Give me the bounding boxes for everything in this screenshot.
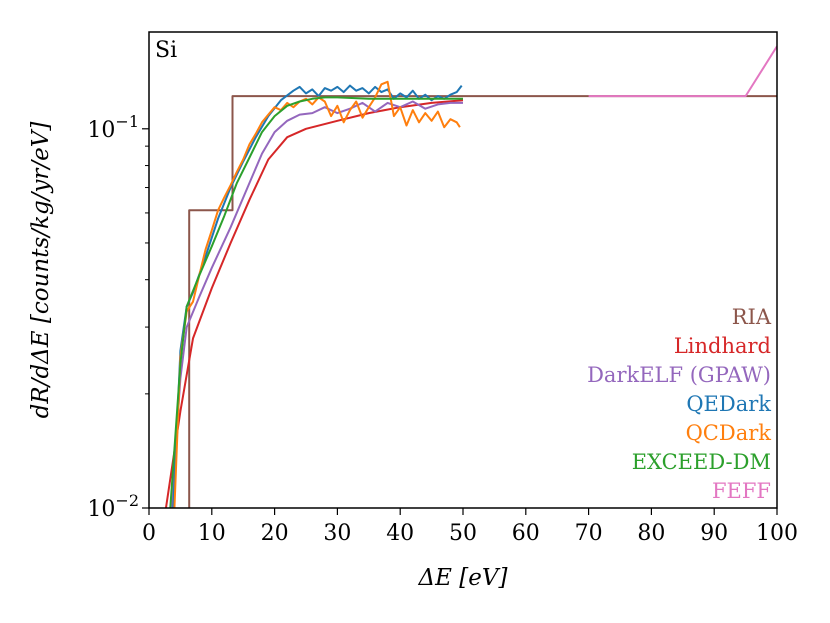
series-line-qcdark [173, 80, 461, 508]
y-axis-label: dR/dΔE [counts/kg/yr/eV] [28, 122, 54, 419]
x-tick-label: 40 [386, 521, 414, 546]
x-tick-label: 80 [637, 521, 665, 546]
y-tick-label: 10−2 [87, 491, 139, 522]
legend-item-lindhard: Lindhard [674, 334, 771, 358]
series-line-qedark [172, 84, 463, 508]
legend-item-darkelf-gpaw: DarkELF (GPAW) [587, 363, 771, 387]
x-tick-label: 20 [261, 521, 289, 546]
x-tick-label: 30 [323, 521, 351, 546]
x-tick-label: 60 [512, 521, 540, 546]
x-tick-label: 50 [449, 521, 477, 546]
axis-layer: 0 10 20 30 40 50 60 70 80 90 100 10−2 10−1 [87, 112, 798, 546]
series-line-exceed-dm [169, 96, 463, 508]
legend-item-exceed-dm: EXCEED-DM [632, 450, 771, 474]
x-tick-label: 100 [756, 521, 798, 546]
legend-item-qedark: QEDark [686, 392, 771, 416]
x-tick-label: 70 [575, 521, 603, 546]
series-line-ria [188, 95, 777, 508]
legend-item-feff: FEFF [712, 479, 771, 503]
panel-label: Si [155, 38, 177, 63]
x-tick-label: 90 [700, 521, 728, 546]
series-line-lindhard [164, 99, 464, 508]
x-tick-label: 0 [142, 521, 156, 546]
x-tick-label: 10 [198, 521, 226, 546]
x-axis-label: ΔE [eV] [418, 565, 508, 591]
series-line-darkelf-gpaw [170, 100, 463, 508]
series-line-feff [588, 45, 777, 98]
legend-item-ria: RIA [732, 305, 772, 329]
series-layer [164, 45, 777, 508]
legend: RIA Lindhard DarkELF (GPAW) QEDark QCDark EXC… [587, 305, 772, 503]
y-tick-label: 10−1 [87, 112, 139, 143]
legend-item-qcdark: QCDark [686, 421, 772, 445]
